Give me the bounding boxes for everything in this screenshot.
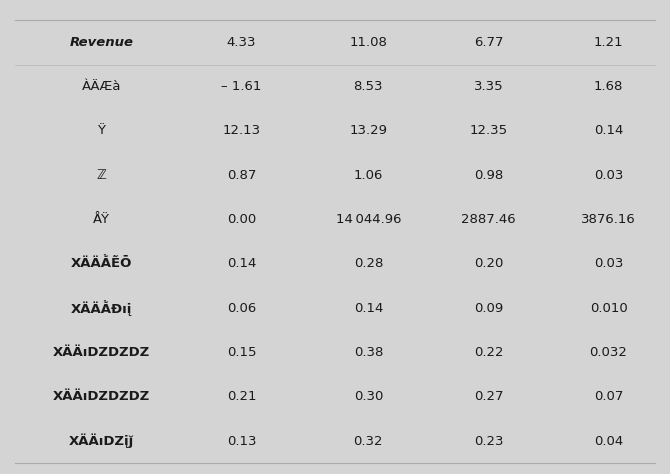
Text: 0.13: 0.13: [227, 435, 257, 447]
Text: 0.03: 0.03: [594, 257, 623, 270]
Text: ÅŸ: ÅŸ: [93, 213, 110, 226]
Text: 1.68: 1.68: [594, 80, 623, 93]
Text: 0.03: 0.03: [594, 169, 623, 182]
Text: 0.00: 0.00: [227, 213, 256, 226]
Text: ÀÄÆà: ÀÄÆà: [82, 80, 121, 93]
Text: 0.27: 0.27: [474, 390, 503, 403]
Text: 0.28: 0.28: [354, 257, 383, 270]
Text: 0.14: 0.14: [594, 125, 623, 137]
Text: 0.98: 0.98: [474, 169, 503, 182]
Text: 0.14: 0.14: [354, 301, 383, 315]
Text: 0.32: 0.32: [354, 435, 383, 447]
Text: 3.35: 3.35: [474, 80, 503, 93]
Text: 2887.46: 2887.46: [461, 213, 516, 226]
Text: 0.21: 0.21: [227, 390, 257, 403]
Text: 6.77: 6.77: [474, 36, 503, 49]
Text: 8.53: 8.53: [354, 80, 383, 93]
Text: 0.06: 0.06: [227, 301, 256, 315]
Text: 0.010: 0.010: [590, 301, 627, 315]
Text: XÄÄıǱǱǱ: XÄÄıǱǱǱ: [53, 346, 150, 359]
Text: 0.23: 0.23: [474, 435, 503, 447]
Text: 0.87: 0.87: [227, 169, 257, 182]
Text: XÄÄẰẼŌ: XÄÄẰẼŌ: [71, 257, 132, 270]
Text: – 1.61: – 1.61: [221, 80, 262, 93]
Text: 0.04: 0.04: [594, 435, 623, 447]
Text: 1.06: 1.06: [354, 169, 383, 182]
Text: 0.032: 0.032: [590, 346, 628, 359]
Text: XÄÄıǱįǰ: XÄÄıǱįǰ: [69, 434, 134, 448]
Text: 12.35: 12.35: [470, 125, 507, 137]
Text: 0.15: 0.15: [227, 346, 257, 359]
Text: 1.21: 1.21: [594, 36, 623, 49]
Text: 3876.16: 3876.16: [581, 213, 636, 226]
Text: 0.14: 0.14: [227, 257, 257, 270]
Text: 13.29: 13.29: [349, 125, 387, 137]
Text: 11.08: 11.08: [350, 36, 387, 49]
Text: 0.20: 0.20: [474, 257, 503, 270]
Text: ℤ: ℤ: [96, 169, 107, 182]
Text: 12.13: 12.13: [222, 125, 261, 137]
Text: XÄÄẰĐıį: XÄÄẰĐıį: [71, 300, 132, 316]
Text: 0.38: 0.38: [354, 346, 383, 359]
Text: 0.22: 0.22: [474, 346, 503, 359]
Text: XÄÄıǱǱǱ: XÄÄıǱǱǱ: [53, 390, 150, 403]
Text: 0.07: 0.07: [594, 390, 623, 403]
Text: 0.09: 0.09: [474, 301, 503, 315]
Text: Revenue: Revenue: [70, 36, 133, 49]
Text: 0.30: 0.30: [354, 390, 383, 403]
Text: Ÿ: Ÿ: [97, 125, 105, 137]
Text: 14 044.96: 14 044.96: [336, 213, 401, 226]
Text: 4.33: 4.33: [227, 36, 257, 49]
